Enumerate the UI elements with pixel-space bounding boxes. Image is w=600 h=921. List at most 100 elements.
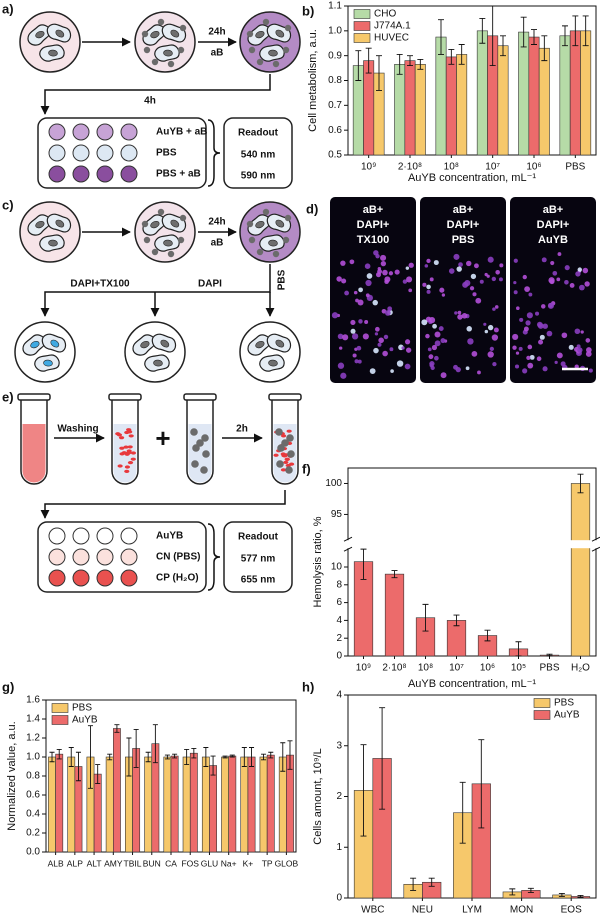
well xyxy=(120,144,138,162)
nucleus-dot xyxy=(574,328,581,335)
nucleus-dot xyxy=(433,260,439,266)
nucleus-dot xyxy=(461,312,468,319)
bar xyxy=(363,60,375,156)
bar xyxy=(538,47,550,156)
nucleus-dot xyxy=(372,299,378,306)
well xyxy=(120,123,138,141)
particle xyxy=(151,248,159,256)
y-tick-label: 0.5 xyxy=(328,150,342,161)
image-label: AuYB xyxy=(538,234,568,246)
break-mark xyxy=(343,546,353,552)
particle xyxy=(190,428,198,436)
panel-label: b) xyxy=(302,3,314,18)
axis-break xyxy=(343,540,600,549)
nucleus-dot xyxy=(556,277,561,282)
nucleus-dot xyxy=(560,361,566,367)
nucleus-dot xyxy=(556,352,563,359)
panel-label: d) xyxy=(306,201,318,216)
nucleus-dot xyxy=(467,338,474,345)
error-bar xyxy=(410,877,417,891)
panel-label: c) xyxy=(2,197,14,212)
nucleus xyxy=(50,339,60,348)
error-bar xyxy=(184,748,190,766)
x-tick-label: NEU xyxy=(412,905,433,916)
red-cell xyxy=(130,451,137,455)
particle xyxy=(177,46,185,54)
nucleus-dot xyxy=(516,306,520,310)
error-bar xyxy=(379,707,386,810)
x-tick-label: PBS xyxy=(539,663,559,674)
x-tick-label: ALB xyxy=(48,858,64,868)
bar xyxy=(209,765,217,853)
panel-label: h) xyxy=(302,679,314,694)
error-bar xyxy=(203,747,209,767)
readout-box xyxy=(223,521,293,593)
nucleus-dot xyxy=(512,333,519,341)
well xyxy=(72,527,90,545)
row-label: AuYB xyxy=(156,531,183,542)
particle xyxy=(157,208,165,216)
x-axis-title: AuYB concentration, mL⁻¹ xyxy=(408,678,536,690)
nucleus-dot xyxy=(512,345,517,350)
nucleus-dot xyxy=(421,319,428,326)
error-bar xyxy=(376,55,382,91)
error-bar xyxy=(562,25,568,47)
x-tick-label: GLOB xyxy=(275,858,299,868)
nucleus-dot xyxy=(427,347,432,352)
cell xyxy=(39,44,65,62)
panel-label: a) xyxy=(2,1,14,16)
bar xyxy=(189,752,198,853)
nucleus-dot xyxy=(453,364,458,370)
error-bar xyxy=(360,548,367,580)
x-tick-label: 10⁹ xyxy=(361,162,376,173)
nucleus-dot xyxy=(473,263,479,269)
red-cell xyxy=(124,469,130,473)
nucleus-dot xyxy=(492,361,497,367)
nucleus-dot xyxy=(487,324,494,331)
nucleus-dot xyxy=(428,317,436,324)
nucleus-dot xyxy=(432,323,437,329)
bar xyxy=(170,755,179,853)
break-mark xyxy=(591,536,600,542)
nucleus-dot xyxy=(352,353,357,358)
particle xyxy=(272,250,280,258)
nucleus-dot xyxy=(357,299,364,306)
nucleus-dot xyxy=(564,265,570,271)
row-label: CP (H₂O) xyxy=(156,573,199,584)
arrow xyxy=(40,490,286,519)
nucleus-dot xyxy=(377,269,383,275)
row-label: PBS xyxy=(156,148,177,159)
nucleus-dot xyxy=(353,290,358,295)
bar xyxy=(476,30,488,156)
x-tick-label: K+ xyxy=(243,858,254,868)
y-tick-label: 0.0 xyxy=(26,847,40,858)
cell xyxy=(161,23,187,43)
nucleus-dot xyxy=(402,279,408,284)
particle xyxy=(275,428,283,436)
error-bar xyxy=(191,748,197,759)
nucleus-dot xyxy=(525,320,531,326)
connector xyxy=(207,119,221,187)
readout-value: 655 nm xyxy=(241,575,276,586)
nucleus xyxy=(255,30,265,39)
error-bar xyxy=(428,877,435,887)
red-cell xyxy=(130,457,136,461)
particle xyxy=(286,434,294,442)
error-bar xyxy=(268,751,274,759)
nucleus-dot xyxy=(524,286,531,293)
well xyxy=(72,123,90,141)
nucleus-dot xyxy=(542,366,548,372)
x-tick-label: MON xyxy=(510,905,533,916)
particle xyxy=(167,250,175,258)
nucleus-dot xyxy=(439,287,445,293)
nucleus-dot xyxy=(378,337,384,344)
nucleus-dot xyxy=(401,346,405,350)
red-cell xyxy=(280,468,287,472)
nucleus-dot xyxy=(426,284,431,290)
y-tick-label: 0 xyxy=(336,651,342,662)
error-bar xyxy=(577,895,584,898)
error-bar xyxy=(210,755,216,776)
nucleus-dot xyxy=(484,272,488,277)
cell xyxy=(39,234,65,252)
well xyxy=(120,165,138,183)
